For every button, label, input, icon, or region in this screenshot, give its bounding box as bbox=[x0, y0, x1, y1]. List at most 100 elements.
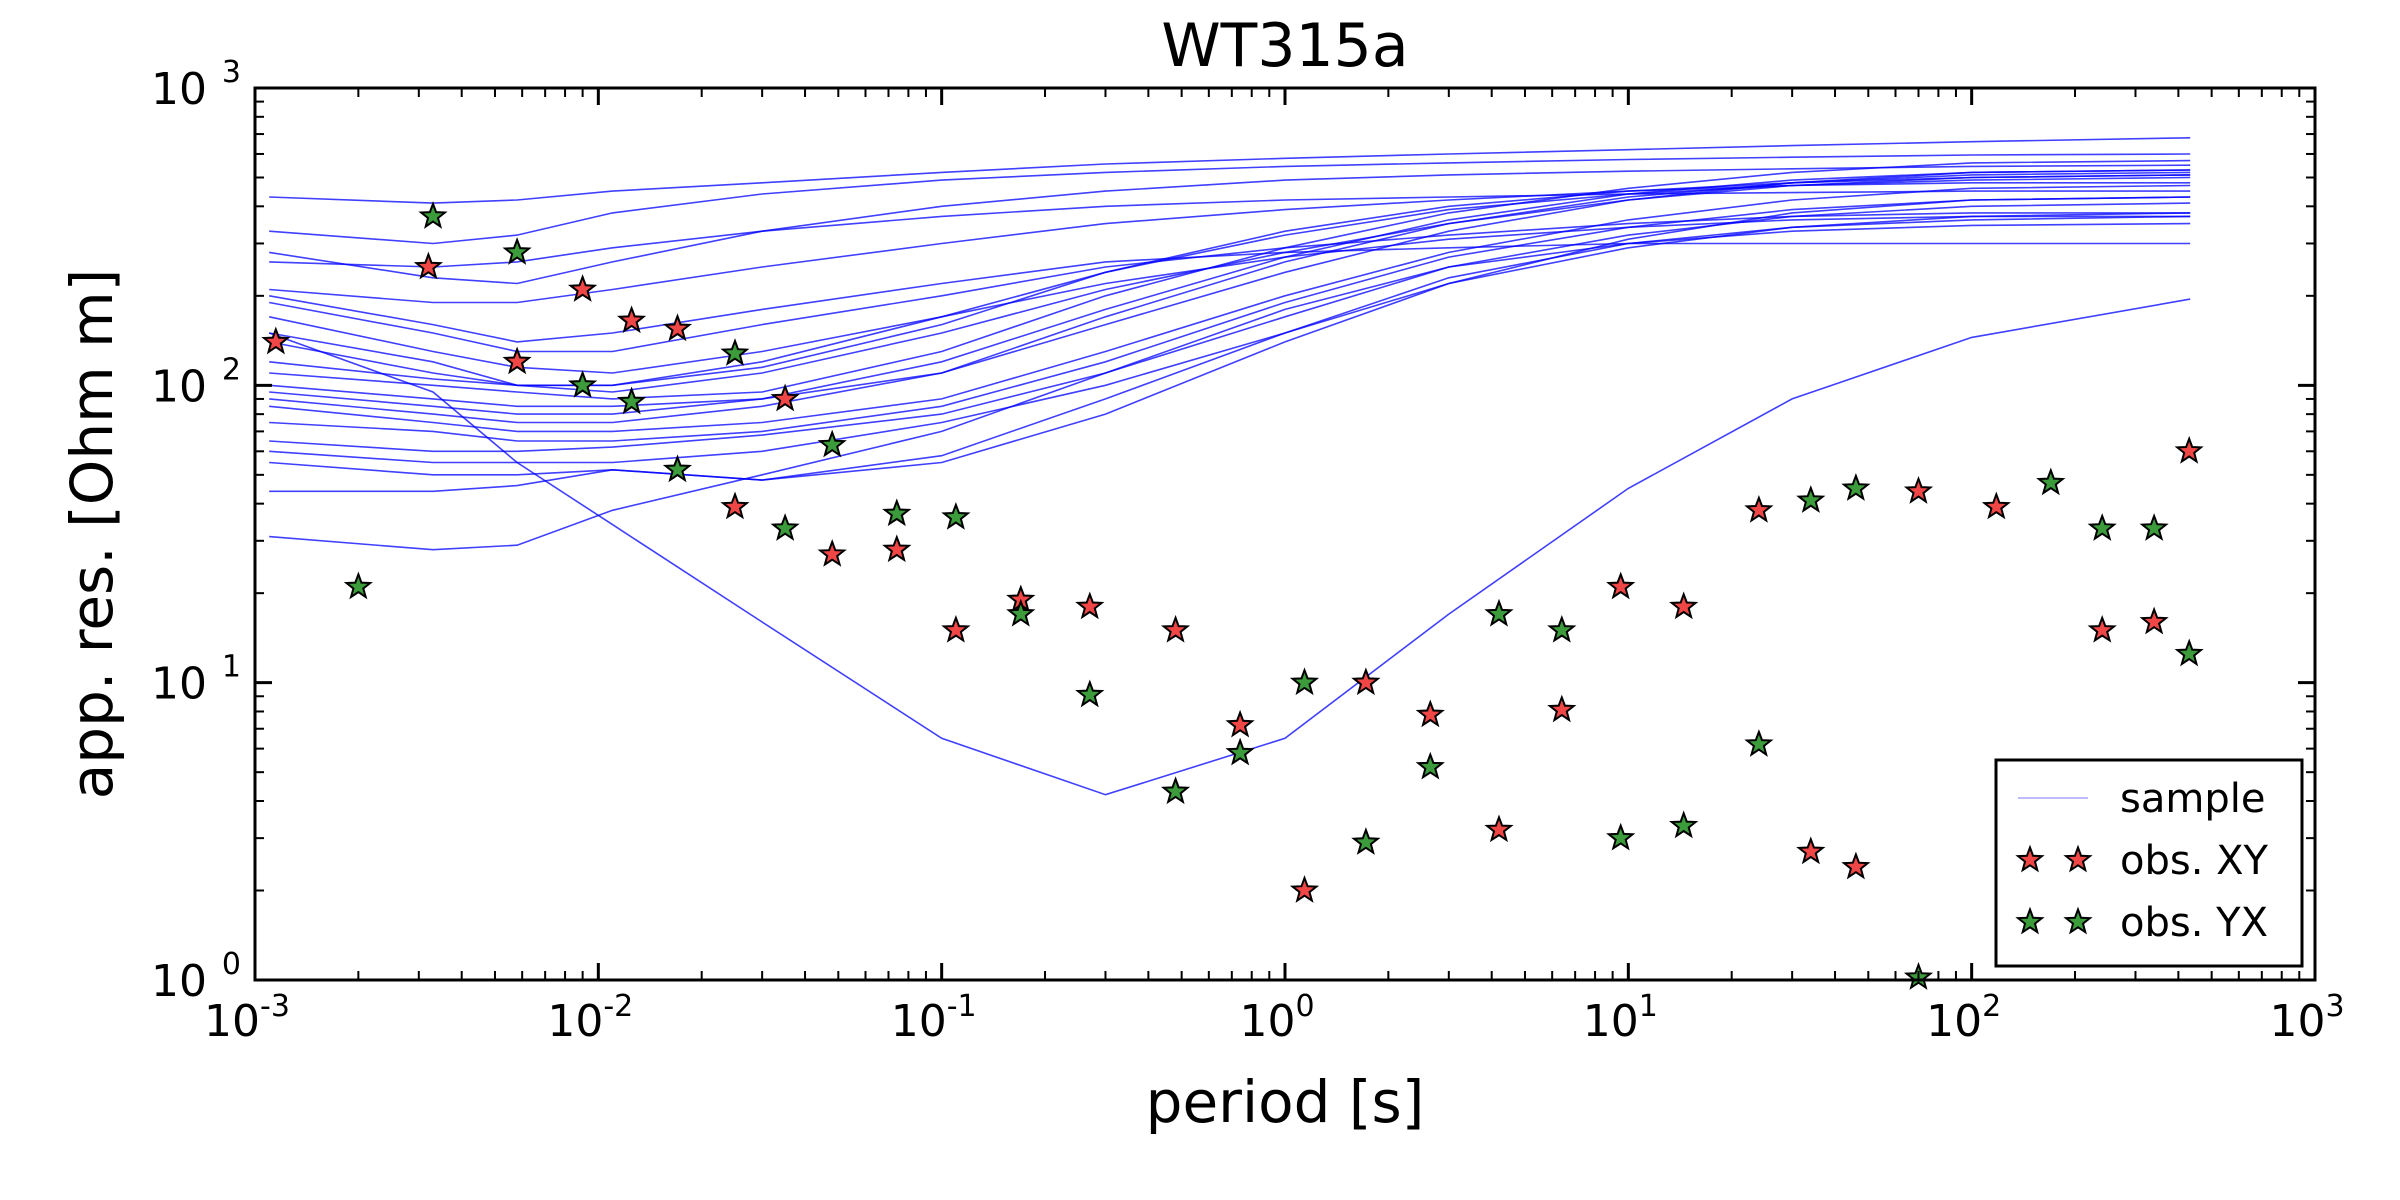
obs-yx-point bbox=[1225, 737, 1255, 766]
sample-curve bbox=[269, 242, 2191, 343]
obs-yx-layer bbox=[343, 201, 2204, 990]
obs-xy-point bbox=[1841, 851, 1871, 880]
y-tick-exponent: 1 bbox=[222, 650, 241, 685]
legend-swatch-star bbox=[2015, 844, 2045, 873]
sample-curve bbox=[269, 164, 2191, 285]
legend-swatch-star bbox=[2063, 906, 2093, 935]
obs-yx-point bbox=[567, 369, 598, 398]
y-tick-exponent: 0 bbox=[222, 947, 241, 982]
obs-xy-point bbox=[1225, 709, 1255, 738]
sample-curve bbox=[269, 215, 2191, 493]
obs-xy-point bbox=[1351, 667, 1381, 696]
obs-xy-point bbox=[1415, 699, 1445, 728]
x-tick-label: 10-3 bbox=[204, 989, 290, 1047]
obs-xy-point bbox=[616, 305, 647, 334]
sample-curve bbox=[269, 196, 2191, 481]
obs-yx-point bbox=[502, 237, 532, 265]
sample-curve bbox=[269, 222, 2191, 551]
sample-curve bbox=[269, 182, 2191, 304]
obs-xy-point bbox=[2174, 435, 2204, 464]
sample-curve bbox=[269, 153, 2191, 245]
obs-yx-point bbox=[1415, 751, 1445, 780]
obs-yx-point bbox=[662, 454, 693, 483]
sample-curves-layer bbox=[268, 137, 2191, 796]
x-tick-label: 100 bbox=[1239, 989, 1314, 1047]
x-tick-label: 101 bbox=[1583, 989, 1658, 1047]
obs-yx-point bbox=[1841, 473, 1871, 501]
y-tick-exponent: 3 bbox=[222, 55, 241, 90]
legend-label: sample bbox=[2120, 776, 2265, 822]
obs-yx-point bbox=[2174, 638, 2204, 667]
x-tick-label: 10-1 bbox=[891, 989, 977, 1047]
obs-xy-point bbox=[1547, 694, 1577, 723]
obs-yx-point bbox=[882, 498, 912, 527]
chart-title: WT315a bbox=[1161, 11, 1408, 81]
obs-yx-point bbox=[2139, 513, 2169, 541]
obs-xy-point bbox=[1289, 875, 1320, 903]
sample-curve bbox=[269, 196, 2191, 442]
y-tick-label: 10 bbox=[151, 659, 207, 710]
obs-yx-point bbox=[1669, 810, 1699, 839]
obs-yx-point bbox=[2087, 513, 2117, 541]
obs-yx-point bbox=[817, 429, 847, 458]
obs-yx-point bbox=[1289, 667, 1320, 696]
obs-yx-point bbox=[418, 201, 448, 229]
obs-xy-point bbox=[720, 491, 750, 520]
obs-yx-point bbox=[1606, 822, 1636, 851]
obs-xy-point bbox=[261, 326, 291, 355]
y-tick-label: 10 bbox=[151, 361, 207, 412]
obs-yx-point bbox=[1351, 827, 1381, 855]
sample-curve bbox=[269, 190, 2191, 268]
x-tick-label: 10-2 bbox=[547, 989, 633, 1047]
obs-xy-point bbox=[882, 534, 912, 563]
obs-xy-point bbox=[1075, 591, 1105, 620]
obs-yx-point bbox=[941, 501, 971, 530]
obs-xy-point bbox=[1669, 591, 1699, 620]
obs-xy-point bbox=[1160, 614, 1191, 643]
sample-curve bbox=[269, 184, 2191, 433]
legend-box bbox=[1994, 758, 2304, 968]
obs-yx-point bbox=[2036, 467, 2066, 496]
obs-xy-point bbox=[1796, 836, 1826, 865]
obs-xy-point bbox=[1981, 491, 2011, 520]
sample-curve bbox=[269, 174, 2191, 393]
obs-yx-point bbox=[1547, 614, 1577, 643]
obs-yx-point bbox=[1484, 598, 1514, 627]
obs-xy-layer bbox=[261, 251, 2204, 903]
obs-xy-point bbox=[1903, 475, 1934, 504]
sample-curve bbox=[269, 212, 2191, 353]
obs-yx-point bbox=[616, 386, 647, 415]
obs-xy-point bbox=[817, 539, 847, 567]
obs-yx-point bbox=[1796, 485, 1826, 513]
x-tick-label: 103 bbox=[2269, 989, 2344, 1047]
legend-swatch-star bbox=[2063, 844, 2093, 873]
obs-xy-point bbox=[770, 383, 800, 412]
y-axis-title: app. res. [Ohm m] bbox=[58, 269, 126, 800]
y-tick-label: 10 bbox=[151, 956, 207, 1007]
obs-xy-point bbox=[1484, 814, 1514, 843]
obs-yx-point bbox=[1075, 679, 1105, 708]
obs-yx-point bbox=[1160, 776, 1191, 805]
sample-curve bbox=[269, 169, 2191, 415]
obs-yx-point bbox=[1006, 598, 1036, 627]
legend-label: obs. XY bbox=[2120, 838, 2269, 884]
obs-xy-point bbox=[413, 251, 444, 280]
sample-curve bbox=[269, 137, 2191, 204]
obs-xy-point bbox=[1744, 494, 1774, 523]
obs-yx-point bbox=[770, 513, 800, 541]
obs-xy-point bbox=[567, 274, 598, 302]
y-tick-label: 10 bbox=[151, 64, 207, 115]
obs-yx-point bbox=[1744, 729, 1774, 757]
obs-xy-point bbox=[662, 313, 693, 342]
x-tick-label: 102 bbox=[1926, 989, 2001, 1047]
legend: sample obs. XY obs. YX bbox=[1994, 758, 2304, 968]
sample-curve bbox=[269, 171, 2191, 424]
obs-yx-point bbox=[720, 338, 750, 366]
sample-curve bbox=[269, 159, 2191, 400]
obs-xy-point bbox=[2087, 614, 2117, 643]
obs-xy-point bbox=[502, 346, 532, 375]
obs-yx-point bbox=[343, 571, 373, 600]
